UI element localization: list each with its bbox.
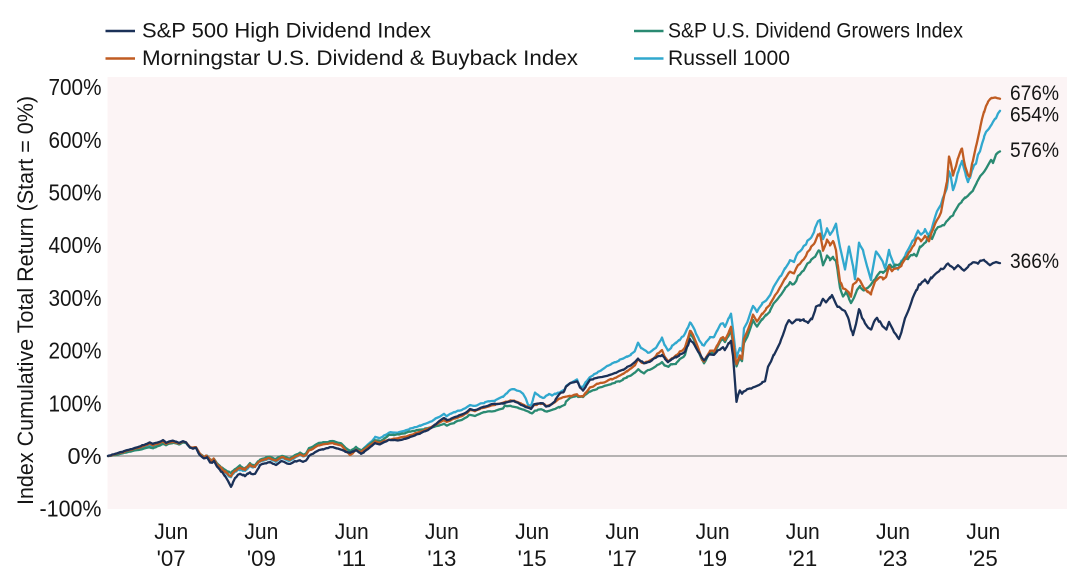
svg-text:'11: '11 [337,546,366,571]
svg-text:Jun: Jun [696,519,730,544]
svg-text:'19: '19 [698,546,727,571]
svg-text:Jun: Jun [786,519,820,544]
svg-text:-100%: -100% [40,496,102,522]
svg-text:676%: 676% [1010,82,1059,105]
svg-text:Jun: Jun [876,519,910,544]
svg-text:'13: '13 [427,546,456,571]
svg-text:Morningstar U.S. Dividend & Bu: Morningstar U.S. Dividend & Buyback Inde… [142,47,579,70]
svg-text:Jun: Jun [515,519,549,544]
svg-text:366%: 366% [1010,250,1059,273]
svg-text:'23: '23 [879,546,908,571]
svg-text:500%: 500% [49,180,102,206]
svg-text:'15: '15 [518,546,547,571]
svg-text:'21: '21 [788,546,817,571]
svg-text:Index Cumulative Total Return: Index Cumulative Total Return (Start = 0… [13,96,38,505]
svg-text:Jun: Jun [154,519,188,544]
svg-text:700%: 700% [49,74,102,100]
svg-text:Jun: Jun [966,519,1000,544]
svg-text:300%: 300% [49,285,102,311]
svg-text:576%: 576% [1010,139,1059,162]
svg-text:'07: '07 [157,546,186,571]
svg-text:'09: '09 [247,546,276,571]
svg-text:S&P U.S. Dividend Growers Inde: S&P U.S. Dividend Growers Index [668,20,963,43]
svg-text:400%: 400% [49,232,102,258]
svg-text:100%: 100% [49,390,102,416]
svg-text:Jun: Jun [335,519,369,544]
svg-text:'17: '17 [608,546,637,571]
svg-text:S&P 500 High Dividend Index: S&P 500 High Dividend Index [142,20,432,43]
svg-text:Russell 1000: Russell 1000 [668,47,790,70]
svg-text:'25: '25 [969,546,998,571]
svg-text:Jun: Jun [605,519,639,544]
svg-text:Jun: Jun [425,519,459,544]
svg-text:0%: 0% [68,443,102,469]
svg-text:654%: 654% [1010,103,1059,126]
svg-text:Jun: Jun [244,519,278,544]
svg-text:600%: 600% [49,127,102,153]
svg-text:200%: 200% [49,338,102,364]
